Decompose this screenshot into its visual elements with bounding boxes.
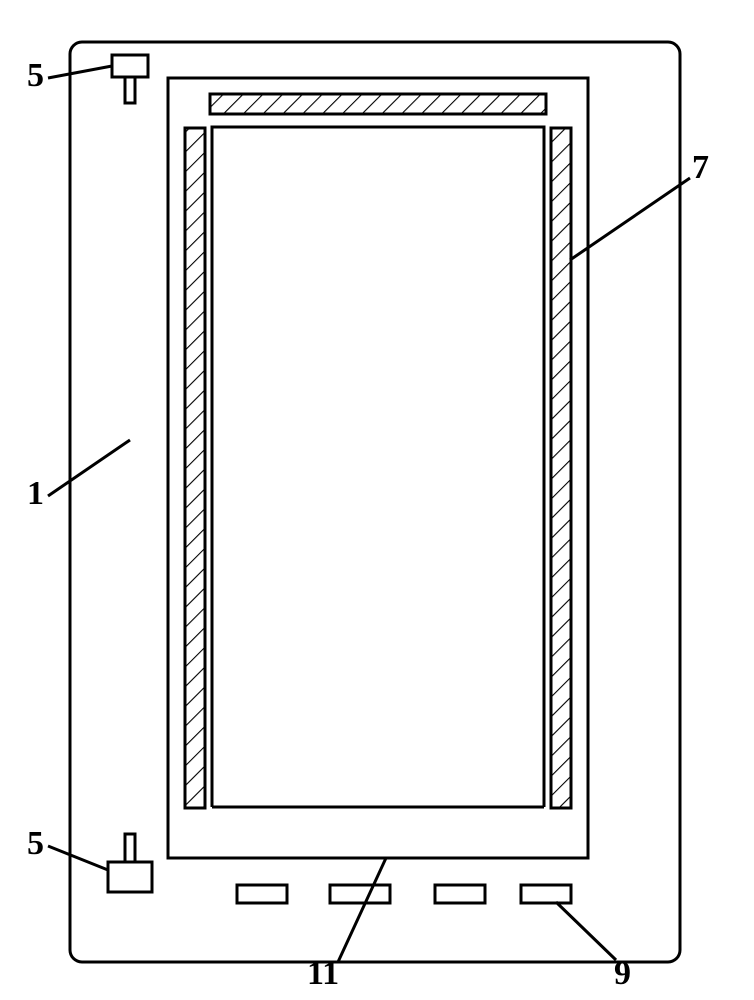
hatched-strip-left [185,128,205,808]
bottom-slot-3 [521,885,571,903]
engineering-diagram: 5 7 1 5 11 9 [0,0,754,1000]
label-l5b: 5 [27,825,44,862]
bottom-slot-0 [237,885,287,903]
top-probe-head [112,55,148,77]
top-probe-stem [125,77,135,103]
label-l1: 1 [27,475,44,512]
bottom-probe-head [108,862,152,892]
bottom-slot-1 [330,885,390,903]
bottom-slot-2 [435,885,485,903]
middle-frame [168,78,588,858]
hatched-strip-right [551,128,571,808]
label-l5a: 5 [27,57,44,94]
bottom-probe-stem [125,834,135,862]
hatched-strip-top [210,94,546,114]
label-l11: 11 [307,955,339,992]
label-l9: 9 [614,955,631,992]
label-l7: 7 [692,149,709,186]
